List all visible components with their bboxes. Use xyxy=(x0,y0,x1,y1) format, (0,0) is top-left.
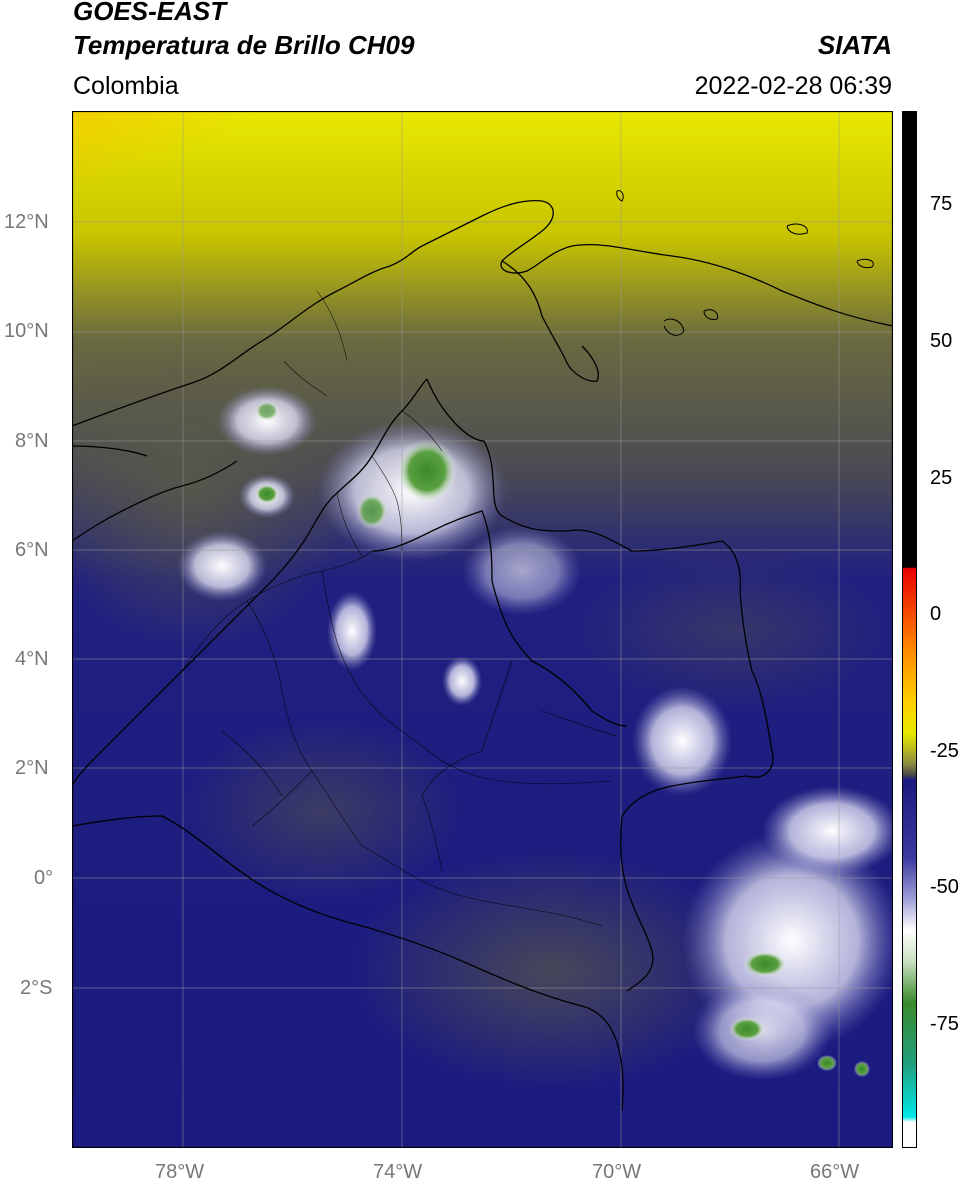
lat-label-10n: 10°N xyxy=(4,320,49,342)
islands xyxy=(616,190,874,336)
lat-label-4n: 4°N xyxy=(15,648,49,670)
cbar-tick-minus50: -50 xyxy=(930,876,959,898)
department-borders xyxy=(181,290,618,927)
brand-label: SIATA xyxy=(817,30,892,60)
lon-label-66w: 66°W xyxy=(810,1161,860,1183)
region-label: Colombia xyxy=(73,72,179,100)
timestamp-label: 2022-02-28 06:39 xyxy=(694,72,892,100)
lon-label-78w: 78°W xyxy=(155,1161,205,1183)
lat-label-6n: 6°N xyxy=(15,539,49,561)
country-borders xyxy=(72,200,893,1112)
satellite-map[interactable] xyxy=(72,111,893,1148)
cbar-tick-75: 75 xyxy=(930,193,953,215)
lat-label-2n: 2°N xyxy=(15,757,49,779)
satellite-title: GOES-EAST xyxy=(73,0,227,26)
lat-label-2s: 2°S xyxy=(20,977,53,999)
graticule xyxy=(72,111,893,1148)
map-frame xyxy=(72,111,893,1148)
cbar-tick-50: 50 xyxy=(930,330,953,352)
colorbar xyxy=(902,111,917,1148)
lon-label-74w: 74°W xyxy=(373,1161,423,1183)
cbar-tick-0: 0 xyxy=(930,603,942,625)
lat-label-0: 0° xyxy=(34,867,54,889)
cbar-tick-minus25: -25 xyxy=(930,740,959,762)
product-title: Temperatura de Brillo CH09 xyxy=(73,30,415,60)
cbar-tick-25: 25 xyxy=(930,467,953,489)
coldest-cores xyxy=(255,401,870,1077)
lon-label-70w: 70°W xyxy=(592,1161,642,1183)
cbar-tick-minus75: -75 xyxy=(930,1013,959,1035)
lat-label-8n: 8°N xyxy=(15,430,49,452)
lat-label-12n: 12°N xyxy=(4,211,49,233)
